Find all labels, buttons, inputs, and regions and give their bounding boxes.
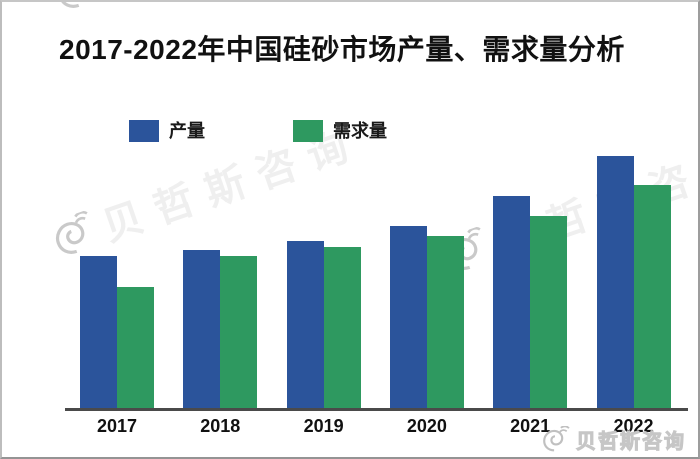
x-axis-label-2021: 2021 (510, 416, 551, 436)
bar-需求量-2020 (426, 236, 464, 408)
x-axis-label-2022: 2022 (613, 416, 654, 436)
watermark-text: 贝哲斯咨询 (96, 2, 370, 7)
demand-color-swatch (293, 120, 323, 142)
bar-需求量-2019 (323, 247, 361, 408)
legend-item-demand: 需求量 (293, 120, 387, 142)
bar-产量-2019 (286, 241, 324, 408)
x-axis-label-2017: 2017 (96, 416, 138, 436)
x-axis-label-2018: 2018 (200, 416, 241, 436)
watermark-tile-top: 贝哲斯咨询 (45, 2, 370, 24)
legend-item-production: 产量 (129, 120, 205, 142)
bar-需求量-2018 (220, 256, 258, 408)
bar-产量-2018 (183, 250, 221, 408)
bar-需求量-2022 (633, 185, 671, 408)
bar-需求量-2017 (117, 287, 154, 408)
production-color-swatch (129, 120, 159, 142)
bar-产量-2020 (389, 226, 427, 408)
legend-label-demand: 需求量 (333, 121, 387, 141)
bar-需求量-2021 (530, 216, 568, 408)
legend-label-production: 产量 (169, 121, 205, 141)
x-axis-labels: 2017 2018 2019 2020 2021 2022 (2, 416, 698, 442)
bar-产量-2022 (596, 156, 634, 408)
chart-title: 2017-2022年中国硅砂市场产量、需求量分析 (59, 34, 625, 65)
bar-产量-2021 (493, 196, 531, 408)
legend: 产量 需求量 (129, 120, 387, 142)
x-axis-label-2019: 2019 (303, 416, 344, 436)
beizhesi-logo-icon (57, 2, 87, 8)
bar-产量-2017 (80, 256, 117, 408)
plot-area (65, 112, 688, 411)
x-axis-label-2020: 2020 (406, 416, 447, 436)
